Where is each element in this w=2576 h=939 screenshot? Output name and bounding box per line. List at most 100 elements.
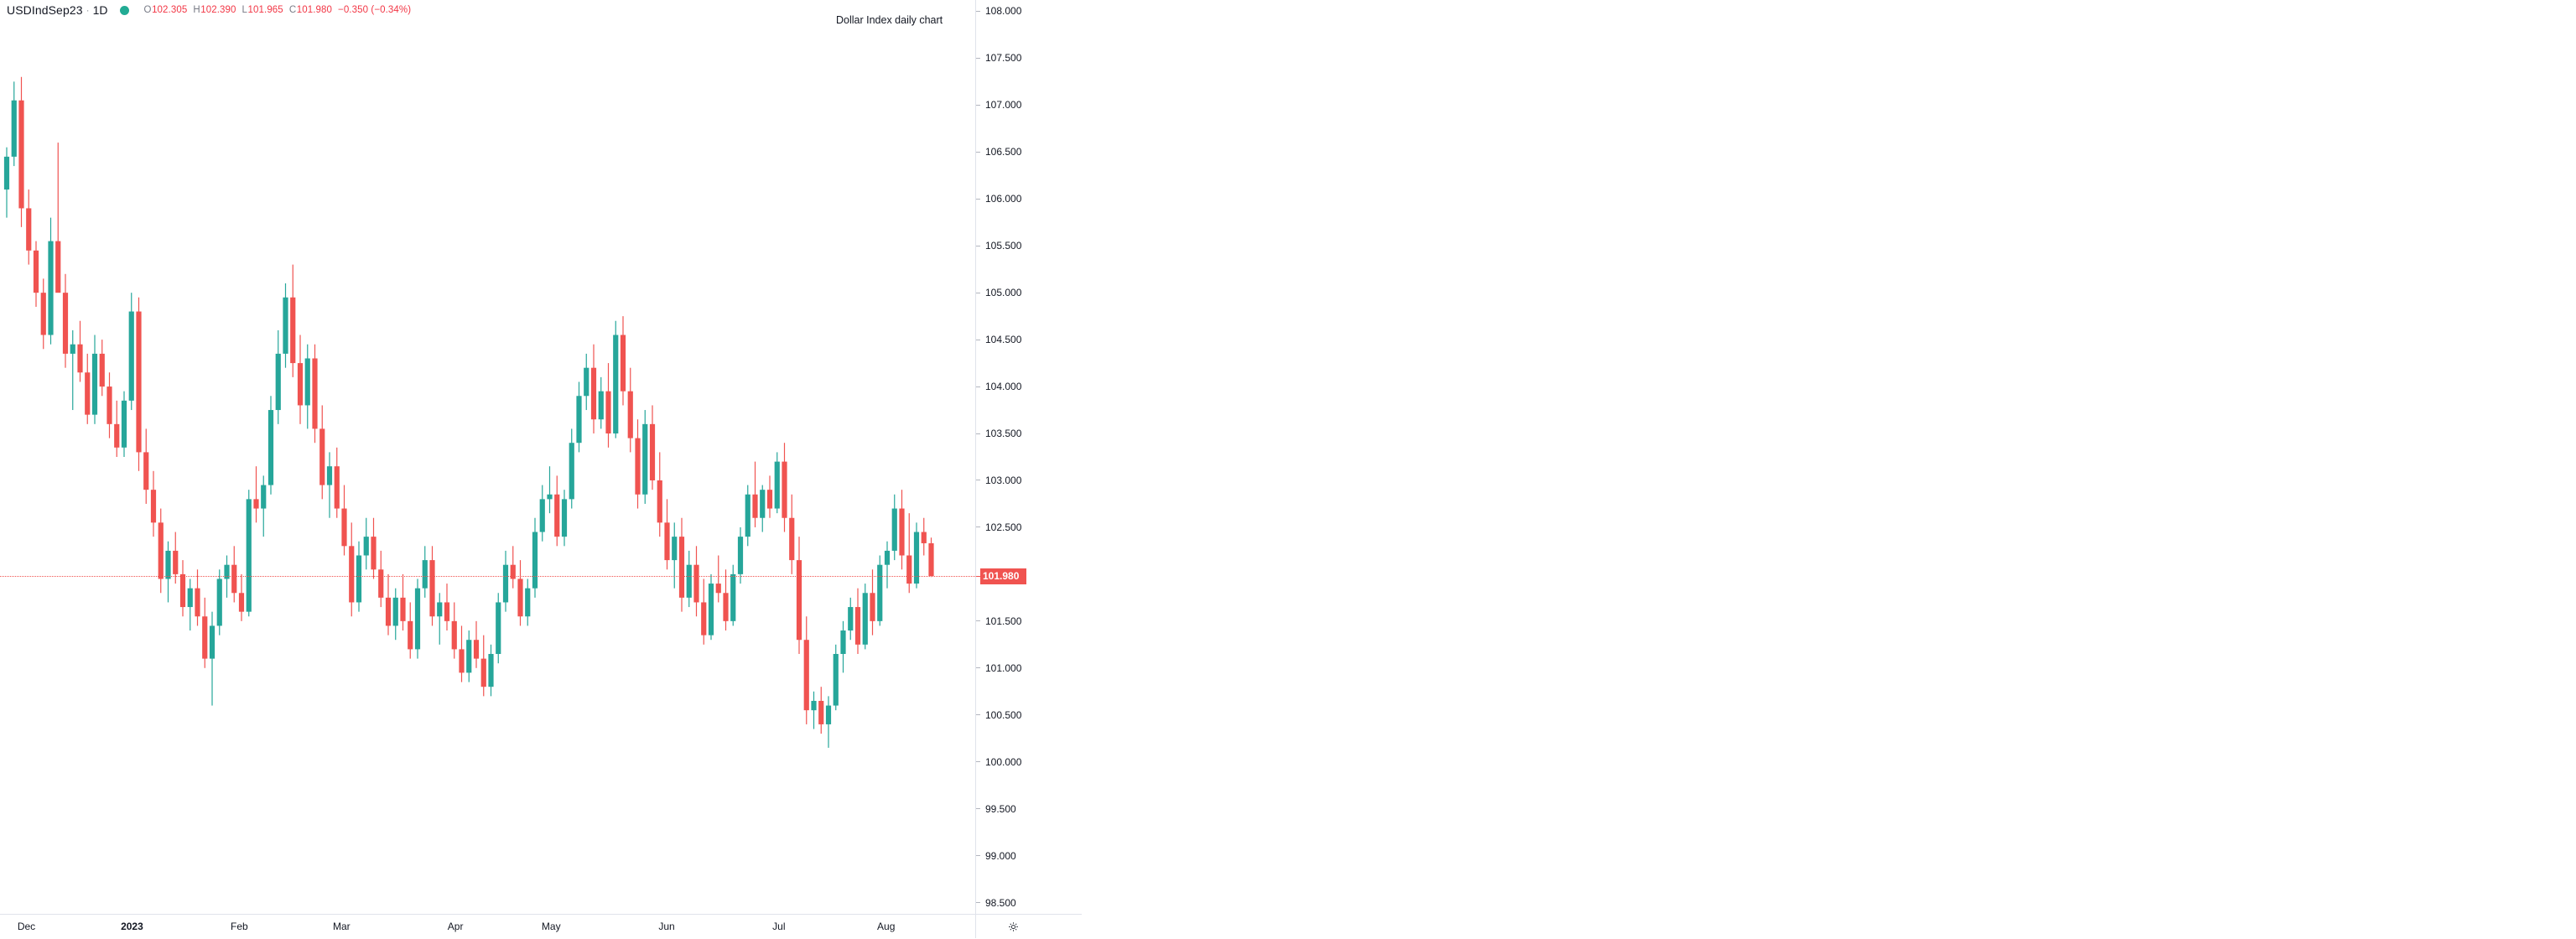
price-axis-tick: 100.500 (976, 708, 1021, 722)
low-value: 101.965 (247, 5, 283, 15)
candle-body (906, 555, 912, 584)
candle-body (283, 297, 288, 354)
legend-separator: · (86, 4, 90, 16)
candle-body (605, 391, 611, 434)
candle-body (598, 391, 604, 420)
candle-body (737, 537, 744, 574)
price-tick-label: 99.500 (985, 802, 1016, 815)
price-axis-tick: 107.500 (976, 51, 1021, 65)
time-scale[interactable]: Dec 2023 Feb Mar Apr May Jun Jul Aug (0, 914, 1082, 939)
candle-body (77, 344, 83, 373)
candle-body (400, 597, 406, 621)
candle-body (891, 508, 897, 551)
candle-body (195, 588, 200, 617)
chart-plot-area[interactable] (0, 0, 975, 914)
price-axis-tick: 99.500 (976, 802, 1016, 816)
candle-body (745, 494, 750, 537)
price-tick-label: 99.000 (985, 849, 1016, 862)
price-tick-dash (976, 667, 980, 669)
price-axis-tick: 104.000 (976, 380, 1021, 393)
candle-body (496, 602, 501, 655)
price-tick-label: 100.000 (985, 755, 1022, 768)
candle-body (392, 597, 398, 626)
candle-body (202, 616, 208, 659)
candle-body (833, 654, 839, 706)
candle-body (275, 353, 281, 411)
candle-body (114, 423, 120, 448)
candle-body (502, 564, 509, 603)
candle-body (290, 297, 296, 364)
candle-body (3, 156, 10, 190)
price-tick-label: 98.500 (985, 896, 1016, 909)
candle-body (862, 593, 868, 645)
time-axis-tick: Feb (230, 921, 248, 932)
candle-wick (57, 143, 59, 251)
candle-body (356, 555, 362, 603)
candle-body (870, 593, 875, 621)
candle-body (715, 584, 721, 594)
last-price-value: 101.980 (980, 568, 1027, 584)
gear-icon-glyph (1008, 921, 1018, 931)
candle-body (678, 537, 685, 598)
price-tick-label: 105.500 (985, 240, 1022, 252)
price-tick-label: 104.500 (985, 334, 1022, 346)
candle-body (150, 490, 157, 523)
legend-interval[interactable]: 1D (92, 3, 108, 17)
price-axis-tick: 107.000 (976, 98, 1021, 112)
time-axis-tick: Jul (772, 921, 786, 932)
price-axis-tick: 98.500 (976, 896, 1016, 910)
price-tick-dash (976, 151, 980, 153)
ohlc-values: O 102.305 H 102.390 L 101.965 C 101.980 −0.3… (144, 5, 412, 15)
price-axis-tick: 99.000 (976, 849, 1016, 863)
candle-body (569, 443, 574, 500)
legend-symbol[interactable]: USDIndSep23 (7, 3, 83, 17)
candle-body (854, 607, 861, 645)
candle-body (913, 532, 920, 584)
candle-body (106, 386, 112, 424)
candle-body (584, 367, 589, 397)
last-price-line (0, 576, 975, 577)
candle-body (165, 550, 171, 579)
scale-corner-divider (975, 914, 976, 938)
candle-body (686, 564, 692, 598)
candle-body (363, 537, 369, 556)
candle-body (341, 508, 347, 547)
price-tick-label: 100.500 (985, 708, 1022, 721)
candle-wick (439, 593, 440, 645)
candle-body (627, 391, 633, 438)
candle-body (473, 640, 480, 659)
candle-body (466, 640, 472, 673)
candle-body (613, 335, 619, 434)
candle-body (304, 358, 310, 406)
candle-body (921, 532, 927, 543)
price-tick-label: 102.500 (985, 521, 1022, 533)
candle-body (818, 700, 824, 724)
price-tick-dash (976, 761, 980, 763)
last-price-badge: 101.980 (976, 568, 1027, 584)
candle-body (55, 241, 61, 293)
candle-body (253, 499, 259, 509)
price-axis-tick: 104.500 (976, 333, 1021, 346)
price-tick-dash (976, 620, 980, 622)
price-axis-tick: 105.000 (976, 286, 1021, 299)
price-scale[interactable]: 101.980 108.000 107.500 107.000 106.500 106.… (975, 0, 1083, 914)
candle-body (85, 372, 91, 415)
gear-icon[interactable] (1005, 918, 1021, 935)
candle-body (730, 573, 736, 621)
candle-body (561, 499, 568, 537)
price-tick-dash (976, 198, 980, 200)
candle-body (664, 522, 670, 561)
candle-body (590, 367, 597, 420)
open-label: O (143, 5, 152, 15)
high-value: 102.390 (200, 5, 236, 15)
candle-body (312, 358, 318, 429)
low-label: L (242, 5, 248, 15)
candle-body (649, 423, 656, 480)
candle-wick (548, 466, 551, 514)
candle-body (326, 466, 333, 485)
price-axis-tick: 103.500 (976, 427, 1021, 440)
candle-body (672, 537, 678, 561)
candle-body (224, 564, 230, 579)
candle-body (48, 241, 54, 335)
time-axis-tick: 2023 (121, 921, 143, 932)
